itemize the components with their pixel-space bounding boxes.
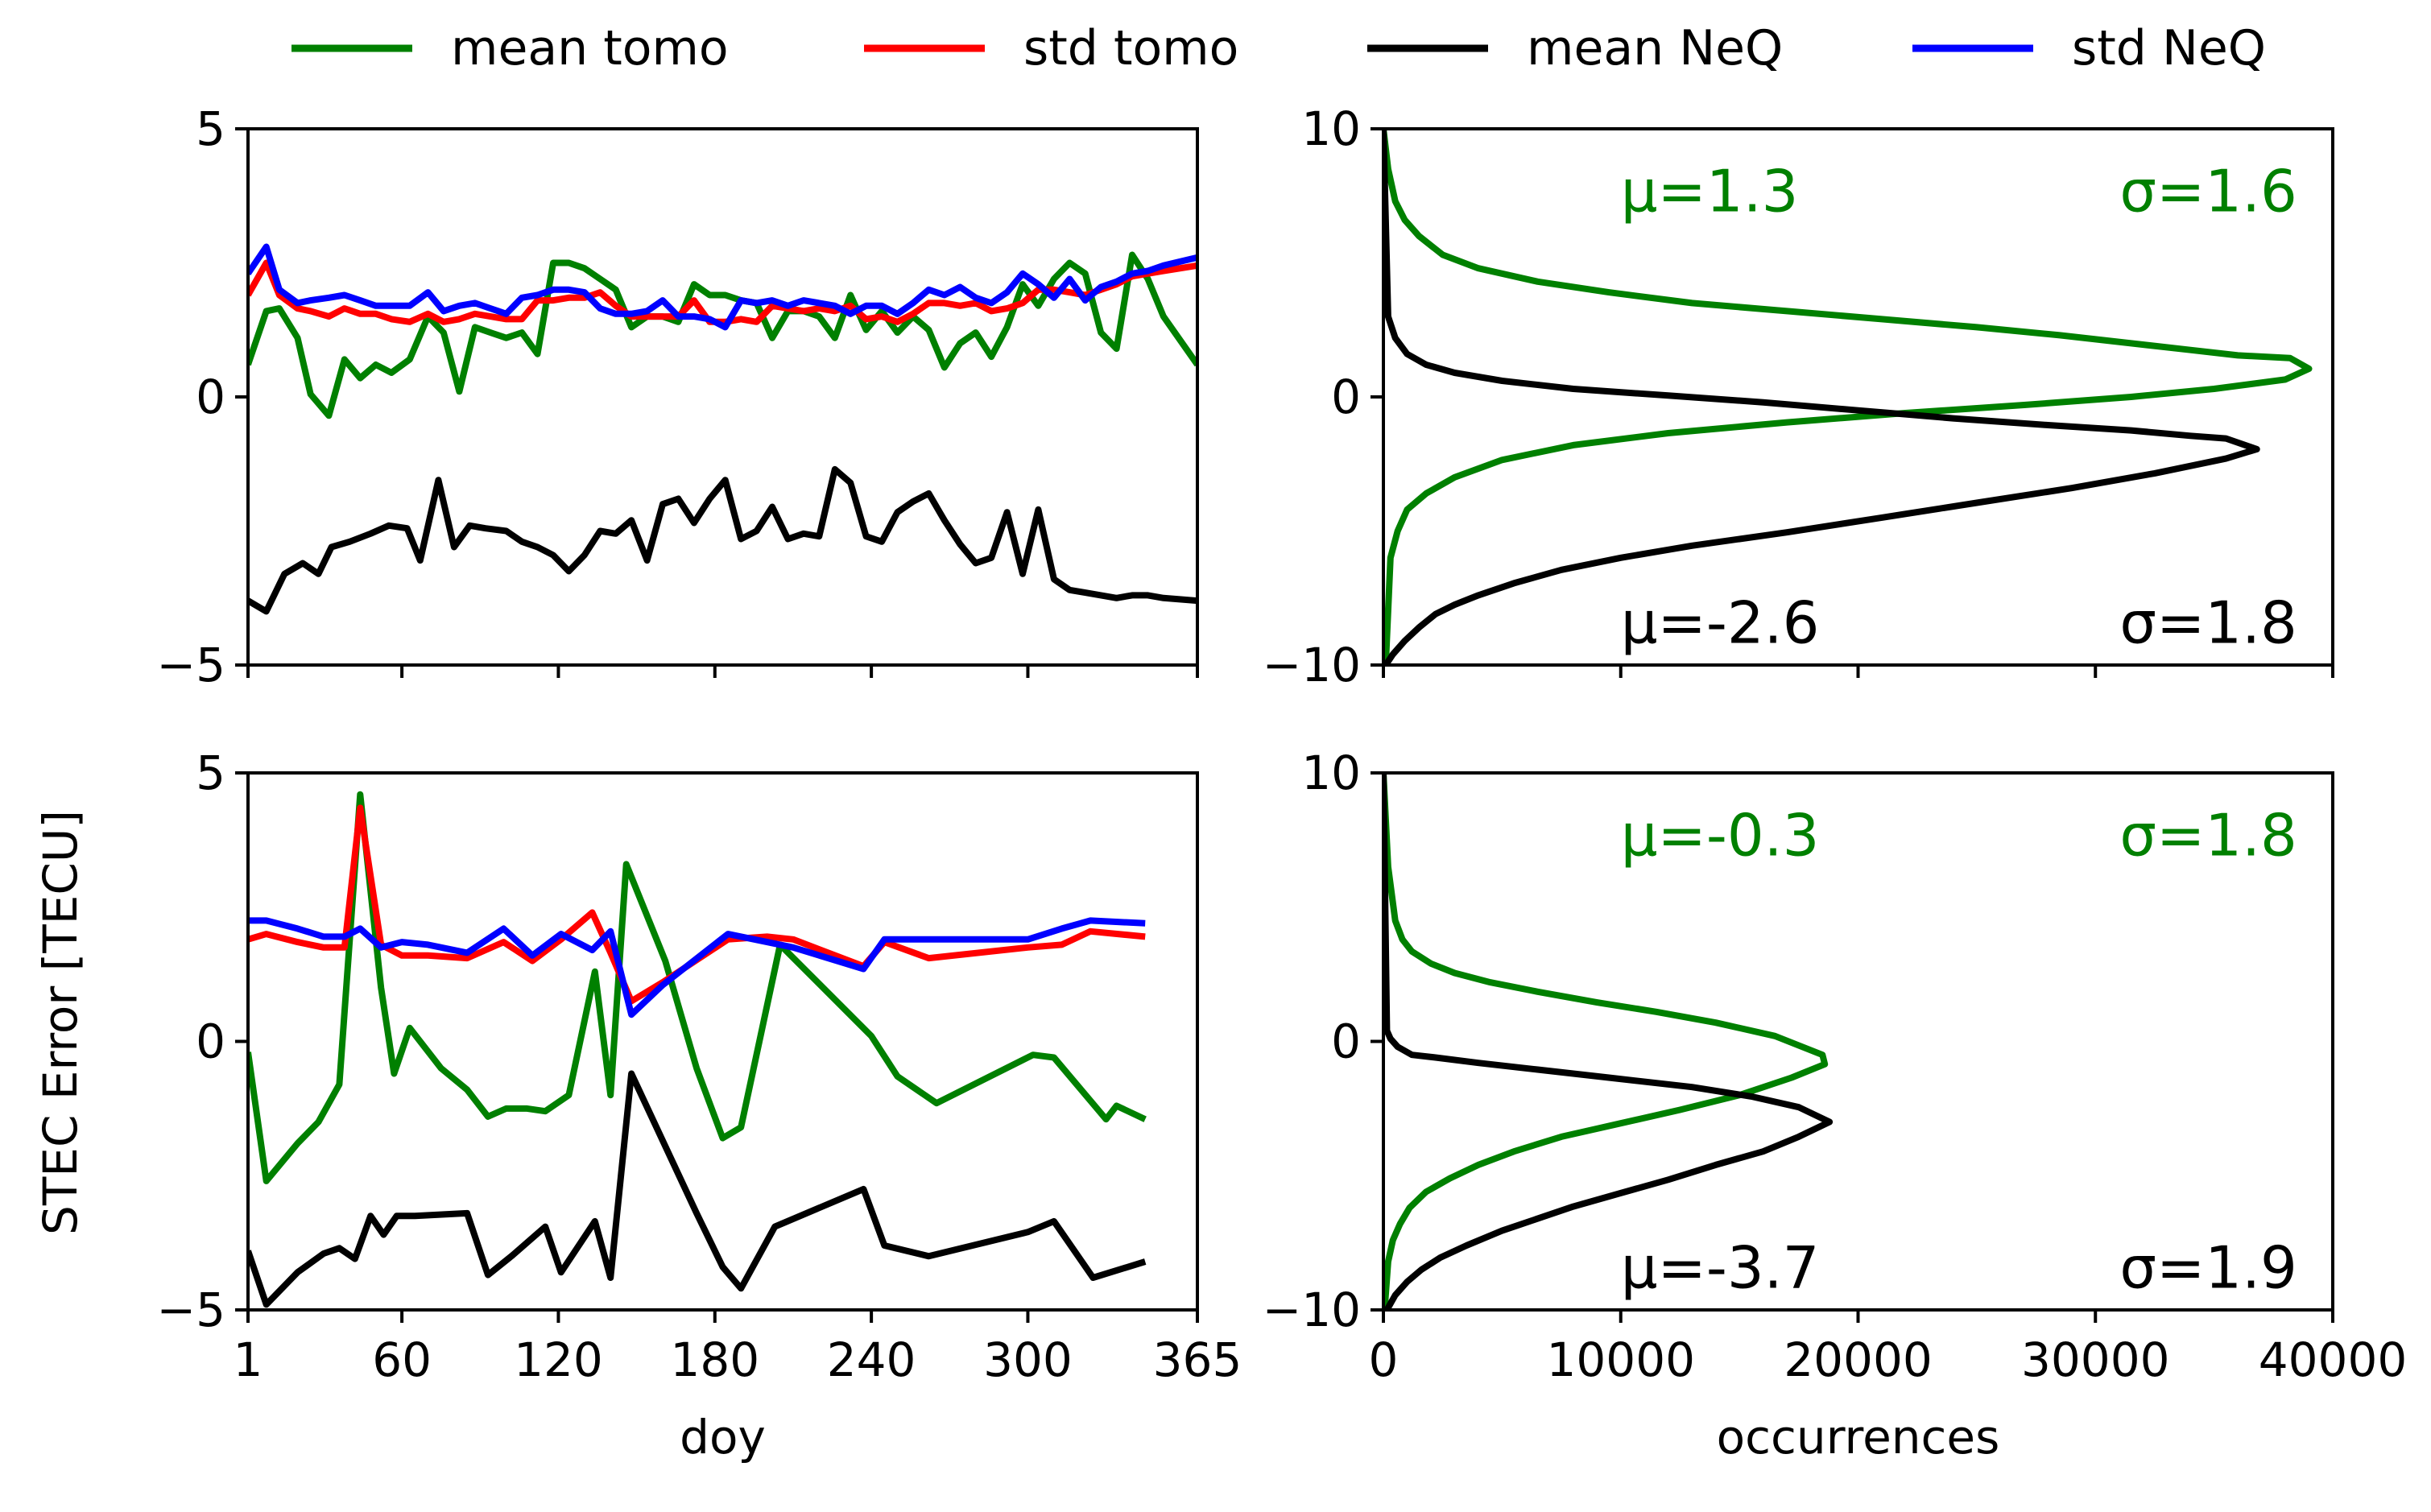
histogram-panel-bottom: 0 10000 20000 30000 40000−10010occurrencesμ=… [1263, 746, 2408, 1464]
y-tick-label: 0 [1331, 370, 1361, 424]
stat-annotation: σ=1.8 [2119, 589, 2297, 657]
series-line-std-neq [248, 243, 1197, 331]
y-tick-label: 0 [196, 1014, 225, 1069]
plot-frame [246, 127, 1199, 667]
time-series-panel-bottom: 1 60 120 180 240 300 365 −5 0 5 doy [157, 746, 1242, 1464]
x-tick-label: 40000 [2259, 1332, 2408, 1387]
x-axis-label: doy [680, 1410, 766, 1464]
time-series-panel-top: −5 0 5 [157, 101, 1199, 692]
series-line-tomo [1383, 773, 1829, 1310]
stat-annotation: σ=1.9 [2119, 1234, 2297, 1302]
y-axis-label: STEC Error [TECU] [33, 810, 88, 1235]
y-tick-label: −5 [157, 1283, 226, 1337]
x-tick-label: 0 [1369, 1332, 1399, 1387]
x-tick-label: 240 [827, 1332, 916, 1387]
y-tick-label: 10 [1301, 746, 1361, 800]
legend-label-std-neq: std NeQ [2072, 20, 2266, 76]
y-tick-label: 5 [196, 101, 225, 156]
x-tick-label: 60 [372, 1332, 432, 1387]
y-tick-label: 10 [1301, 101, 1361, 156]
y-tick-label: −5 [157, 638, 226, 692]
series-line-mean-tomo [248, 791, 1147, 1184]
series-line-mean-neq [248, 1070, 1147, 1308]
series-line-neq [1383, 773, 1834, 1310]
legend-label-mean-neq: mean NeQ [1527, 20, 1783, 76]
y-tick-label: −10 [1263, 638, 1361, 692]
stat-annotation: μ=-0.3 [1621, 802, 1820, 870]
stat-annotation: σ=1.8 [2119, 802, 2297, 870]
series-line-std-neq [248, 917, 1146, 1018]
x-tick-label: 30000 [2021, 1332, 2170, 1387]
stat-annotation: μ=-2.6 [1621, 589, 1820, 657]
legend-label-mean-tomo: mean tomo [451, 20, 729, 76]
y-tick-label: 5 [196, 746, 225, 800]
series-line-neq [1383, 129, 2260, 665]
x-tick-label: 10000 [1546, 1332, 1695, 1387]
y-tick-label: 0 [1331, 1014, 1361, 1069]
series-line-std-tomo [248, 804, 1146, 1005]
stat-annotation: μ=1.3 [1621, 158, 1799, 225]
x-tick-label: 1 [234, 1332, 263, 1387]
legend: mean tomo std tomo mean NeQ std NeQ [291, 20, 2266, 76]
x-tick-label: 120 [514, 1332, 603, 1387]
series-line-mean-neq [248, 465, 1197, 615]
x-tick-label: 300 [983, 1332, 1073, 1387]
x-tick-label: 365 [1153, 1332, 1242, 1387]
y-tick-label: 0 [196, 370, 225, 424]
series-line-tomo [1383, 129, 2313, 665]
histogram-panel-top: −10 0 10 μ=1.3 σ=1.6 μ=-2.6 σ=1.8 [1263, 101, 2334, 692]
y-tick-label: −10 [1263, 1283, 1361, 1337]
legend-label-std-tomo: std tomo [1023, 20, 1238, 76]
x-tick-label: 180 [670, 1332, 759, 1387]
x-tick-label: 20000 [1784, 1332, 1933, 1387]
stat-annotation: μ=-3.7 [1621, 1234, 1820, 1302]
series-line-mean-tomo [248, 251, 1197, 419]
stat-annotation: σ=1.6 [2119, 158, 2297, 225]
x-axis-label: occurrences [1717, 1410, 2000, 1464]
